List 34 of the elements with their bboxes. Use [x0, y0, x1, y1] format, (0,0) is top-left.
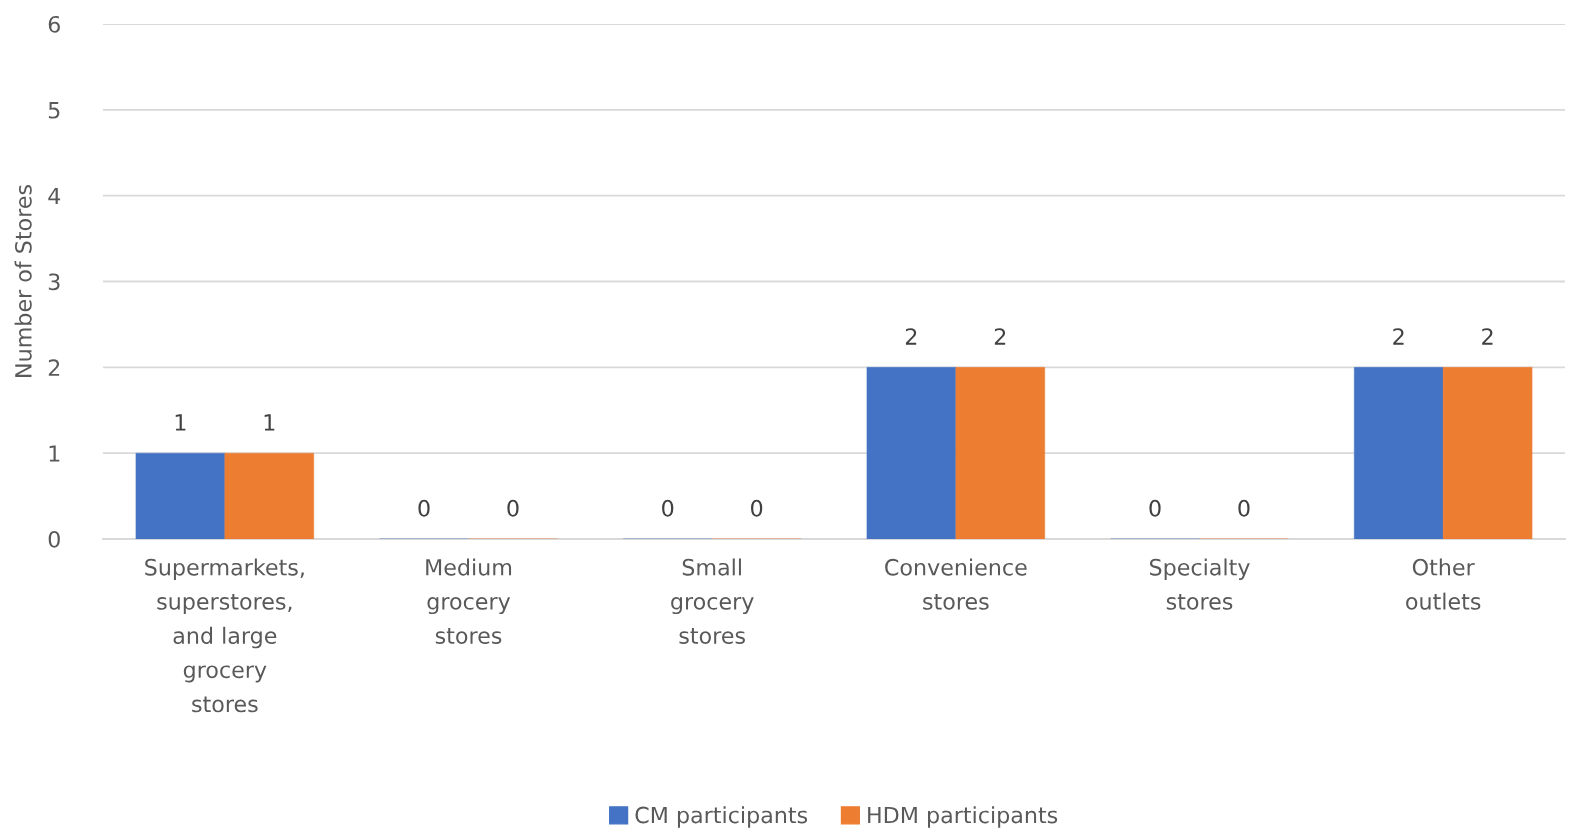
data-label: 2 — [1393, 328, 1404, 345]
y-tick-label: 2 — [48, 359, 60, 376]
bar — [866, 367, 957, 539]
x-tick-label: Convenience stores — [885, 558, 1027, 610]
data-label: 0 — [418, 499, 430, 517]
x-tick-label: Specialty stores — [1150, 558, 1250, 610]
bar — [135, 452, 226, 539]
x-tick-label: Small grocery stores — [671, 558, 754, 644]
data-label: 1 — [264, 414, 275, 431]
bar — [1354, 367, 1444, 539]
data-label: 2 — [905, 328, 917, 345]
data-label: 0 — [751, 499, 763, 517]
x-tick-label: Medium grocery stores — [426, 558, 512, 644]
data-label: 0 — [1149, 499, 1161, 517]
x-tick-label: Other outlets — [1406, 558, 1481, 610]
y-tick-label: 6 — [48, 15, 60, 33]
y-tick-label: 0 — [48, 530, 60, 548]
data-label: 0 — [1238, 499, 1250, 517]
data-label: 1 — [175, 414, 186, 431]
data-label: 2 — [994, 328, 1006, 345]
y-tick-label: 4 — [48, 187, 61, 205]
y-axis-title: Number of Stores — [14, 185, 32, 377]
y-tick-label: 3 — [48, 273, 60, 291]
data-label: 2 — [1482, 328, 1493, 345]
data-label: 0 — [662, 499, 674, 517]
legend-label: CM participants — [635, 806, 808, 828]
data-label: 0 — [507, 499, 519, 517]
y-tick-label: 5 — [48, 102, 60, 119]
y-tick-label: 1 — [49, 445, 60, 462]
x-tick-label: Supermarkets, superstores, and large grocery stores — [145, 558, 304, 713]
legend-label: HDM participants — [868, 806, 1058, 828]
bar — [224, 452, 314, 539]
bar — [955, 367, 1045, 539]
bar — [1442, 367, 1533, 539]
